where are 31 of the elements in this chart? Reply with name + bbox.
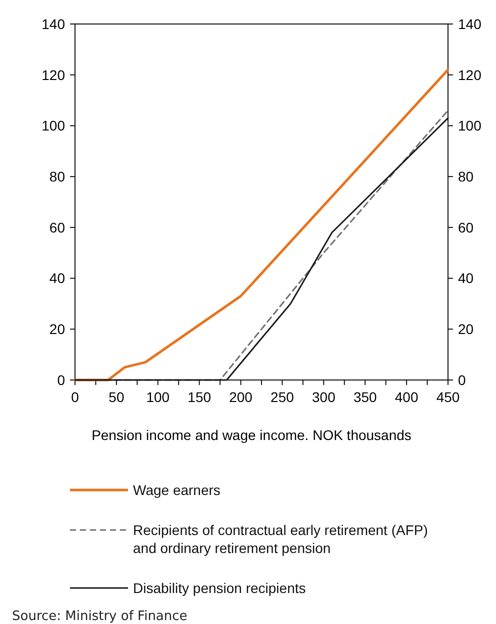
- x-tick-label: 150: [188, 389, 212, 405]
- y2-tick-label: 140: [458, 16, 482, 32]
- y-tick-label: 80: [49, 168, 66, 184]
- y2-tick-label: 20: [458, 321, 474, 338]
- y-tick-label: 140: [42, 16, 66, 32]
- y2-tick-label: 0: [458, 372, 466, 388]
- y-tick-label: 60: [49, 219, 66, 236]
- x-axis-title: Pension income and wage income. NOK thousands: [92, 427, 412, 443]
- legend-label: Disability pension recipients: [133, 580, 306, 596]
- x-tick-label: 400: [394, 389, 418, 405]
- x-tick-label: 0: [71, 389, 80, 405]
- x-tick-label: 100: [146, 389, 170, 405]
- y-tick-label: 100: [42, 118, 66, 134]
- y2-tick-label: 40: [458, 270, 474, 286]
- legend-label: Recipients of contractual early retirement (AFP) and ordinary retirement pension: [133, 522, 428, 556]
- y-tick-label: 0: [57, 372, 66, 388]
- y-tick-label: 40: [49, 270, 66, 286]
- y2-tick-label: 120: [458, 66, 482, 83]
- y2-tick-label: 100: [458, 118, 482, 134]
- x-tick-label: 450: [436, 389, 460, 405]
- legend-label: Wage earners: [133, 482, 220, 498]
- x-tick-label: 350: [353, 389, 378, 405]
- y-tick-label: 120: [42, 66, 66, 83]
- x-tick-label: 250: [270, 389, 294, 405]
- x-tick-label: 300: [312, 389, 336, 405]
- y2-tick-label: 60: [458, 219, 474, 236]
- x-tick-label: 200: [229, 389, 253, 405]
- source-note: Source: Ministry of Finance: [12, 609, 188, 624]
- y2-tick-label: 80: [458, 168, 474, 184]
- y-tick-label: 20: [49, 321, 66, 338]
- x-tick-label: 50: [108, 389, 124, 405]
